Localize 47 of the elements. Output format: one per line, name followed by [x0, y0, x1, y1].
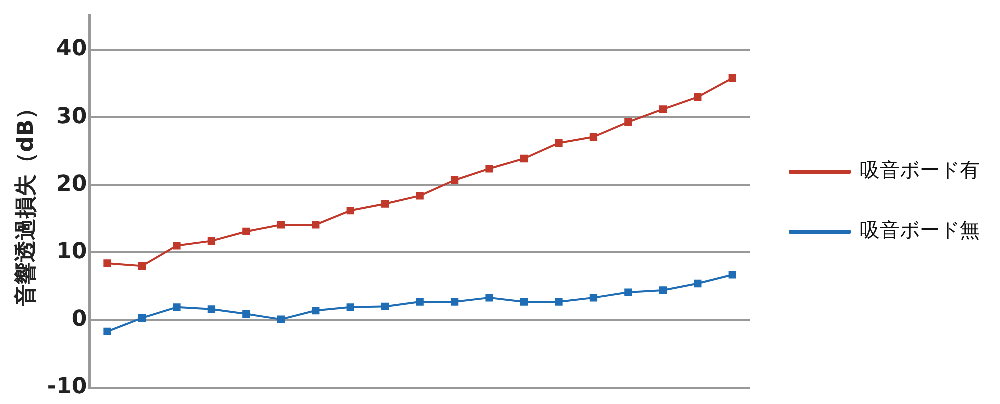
- point: [416, 298, 424, 306]
- point: [728, 271, 736, 279]
- y-tick-label: 30: [56, 104, 88, 130]
- point: [382, 200, 390, 208]
- point: [520, 154, 528, 163]
- legend-label: 吸音ボード有: [860, 158, 980, 182]
- legend-label: 吸音ボード無: [860, 218, 980, 242]
- y-axis-title: 音響透過損失（dB）: [12, 98, 39, 308]
- y-tick-label: 40: [56, 36, 88, 62]
- point: [555, 298, 563, 306]
- point: [173, 242, 181, 250]
- point: [312, 306, 320, 315]
- point: [138, 314, 146, 322]
- point: [450, 298, 459, 306]
- point: [486, 165, 494, 173]
- point: [382, 302, 390, 311]
- y-tick-label: 10: [56, 239, 88, 264]
- point: [590, 133, 598, 141]
- point: [277, 221, 285, 229]
- point: [277, 316, 285, 324]
- point: [242, 310, 250, 318]
- y-tick-label: -10: [47, 374, 88, 400]
- point: [694, 93, 702, 102]
- point: [520, 298, 528, 306]
- point: [104, 328, 112, 336]
- point: [486, 294, 494, 302]
- point: [242, 228, 250, 236]
- point: [173, 304, 181, 312]
- point: [450, 176, 459, 184]
- point: [659, 106, 668, 114]
- y-tick-label: 20: [56, 172, 88, 197]
- y-tick-label: 0: [72, 306, 88, 332]
- point: [728, 74, 736, 82]
- point: [555, 139, 563, 148]
- point: [624, 288, 632, 296]
- point: [104, 260, 112, 268]
- point: [208, 237, 216, 246]
- point: [694, 280, 702, 288]
- point: [659, 286, 668, 294]
- point: [590, 294, 598, 302]
- point: [624, 118, 632, 126]
- point: [346, 304, 354, 312]
- point: [138, 262, 146, 270]
- point: [208, 306, 216, 314]
- point: [312, 221, 320, 229]
- point: [346, 206, 354, 215]
- point: [416, 192, 424, 200]
